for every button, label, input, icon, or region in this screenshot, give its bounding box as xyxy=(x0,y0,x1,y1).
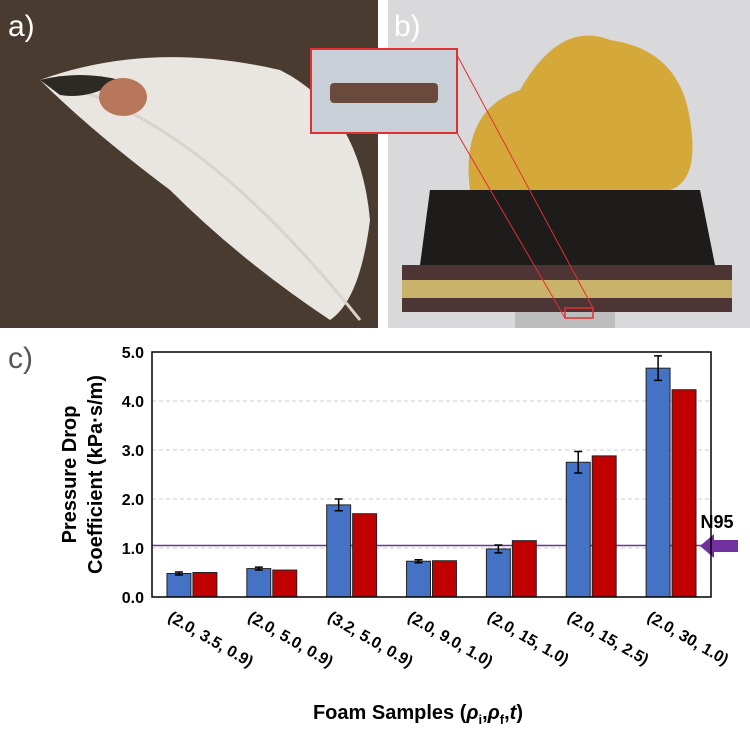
bar xyxy=(272,569,298,598)
bar xyxy=(192,572,218,598)
x-axis-label-part: , xyxy=(504,702,510,724)
x-axis-label: Foam Samples (ρi,ρf,t) xyxy=(313,702,523,727)
plot-border xyxy=(151,351,712,598)
x-tick-label: (2.0, 15, 2.5) xyxy=(564,609,651,669)
x-axis-label-part: t xyxy=(510,702,518,724)
x-tick-label: (2.0, 5.0, 0.9) xyxy=(245,609,336,671)
y-tick-label: 1.0 xyxy=(122,541,144,558)
error-bar xyxy=(174,571,183,576)
x-axis-label-part: ρ xyxy=(487,702,500,724)
bar xyxy=(645,367,671,598)
photo-statue: b) xyxy=(310,0,750,328)
bar xyxy=(432,560,457,598)
error-bar xyxy=(654,355,663,382)
x-tick-label: (2.0, 3.5, 0.9) xyxy=(165,609,256,671)
panel-label: a) xyxy=(8,10,35,43)
x-tick-label: (2.0, 9.0, 1.0) xyxy=(405,609,496,671)
bar xyxy=(406,560,431,598)
x-axis-label-part: Foam Samples ( xyxy=(313,702,467,724)
bar xyxy=(565,461,591,598)
reference-label: N95 xyxy=(700,512,733,532)
bar xyxy=(166,572,192,598)
x-axis-label-part: ρ xyxy=(465,702,478,724)
x-axis-label-part: , xyxy=(482,702,488,724)
error-bar xyxy=(334,498,343,512)
bar xyxy=(591,455,617,598)
x-tick-label: (2.0, 15, 1.0) xyxy=(484,609,571,669)
error-bar xyxy=(414,559,423,564)
panel-label: b) xyxy=(394,10,421,43)
y-tick-label: 0.0 xyxy=(122,590,144,607)
x-axis-label-part: f xyxy=(500,712,505,727)
error-bar xyxy=(494,544,503,554)
x-axis-label-part: i xyxy=(478,712,482,727)
y-tick-label: 2.0 xyxy=(122,492,144,509)
y-tick-label: 3.0 xyxy=(122,443,144,460)
bar xyxy=(485,548,511,598)
y-axis-label: Pressure Drop Coefficient (kPa·s/m) xyxy=(59,375,107,574)
x-tick-label: (2.0, 30, 1.0) xyxy=(644,609,731,669)
bar xyxy=(246,568,272,598)
error-bar xyxy=(574,450,583,474)
y-axis-label-line: Pressure Drop xyxy=(59,406,81,544)
bar xyxy=(671,389,697,598)
bar xyxy=(326,504,352,598)
x-tick-label: (3.2, 5.0, 0.9) xyxy=(325,609,416,671)
y-tick-label: 5.0 xyxy=(122,345,144,362)
x-axis-label-part: ) xyxy=(516,702,523,724)
panel-label: c) xyxy=(8,342,33,375)
bar xyxy=(511,540,537,598)
bar xyxy=(352,513,378,598)
y-tick-label: 4.0 xyxy=(122,394,144,411)
error-bar xyxy=(254,566,263,571)
y-axis-label-line: Coefficient (kPa·s/m) xyxy=(85,375,107,574)
reference-arrow xyxy=(700,534,738,558)
plot-area xyxy=(152,352,711,597)
